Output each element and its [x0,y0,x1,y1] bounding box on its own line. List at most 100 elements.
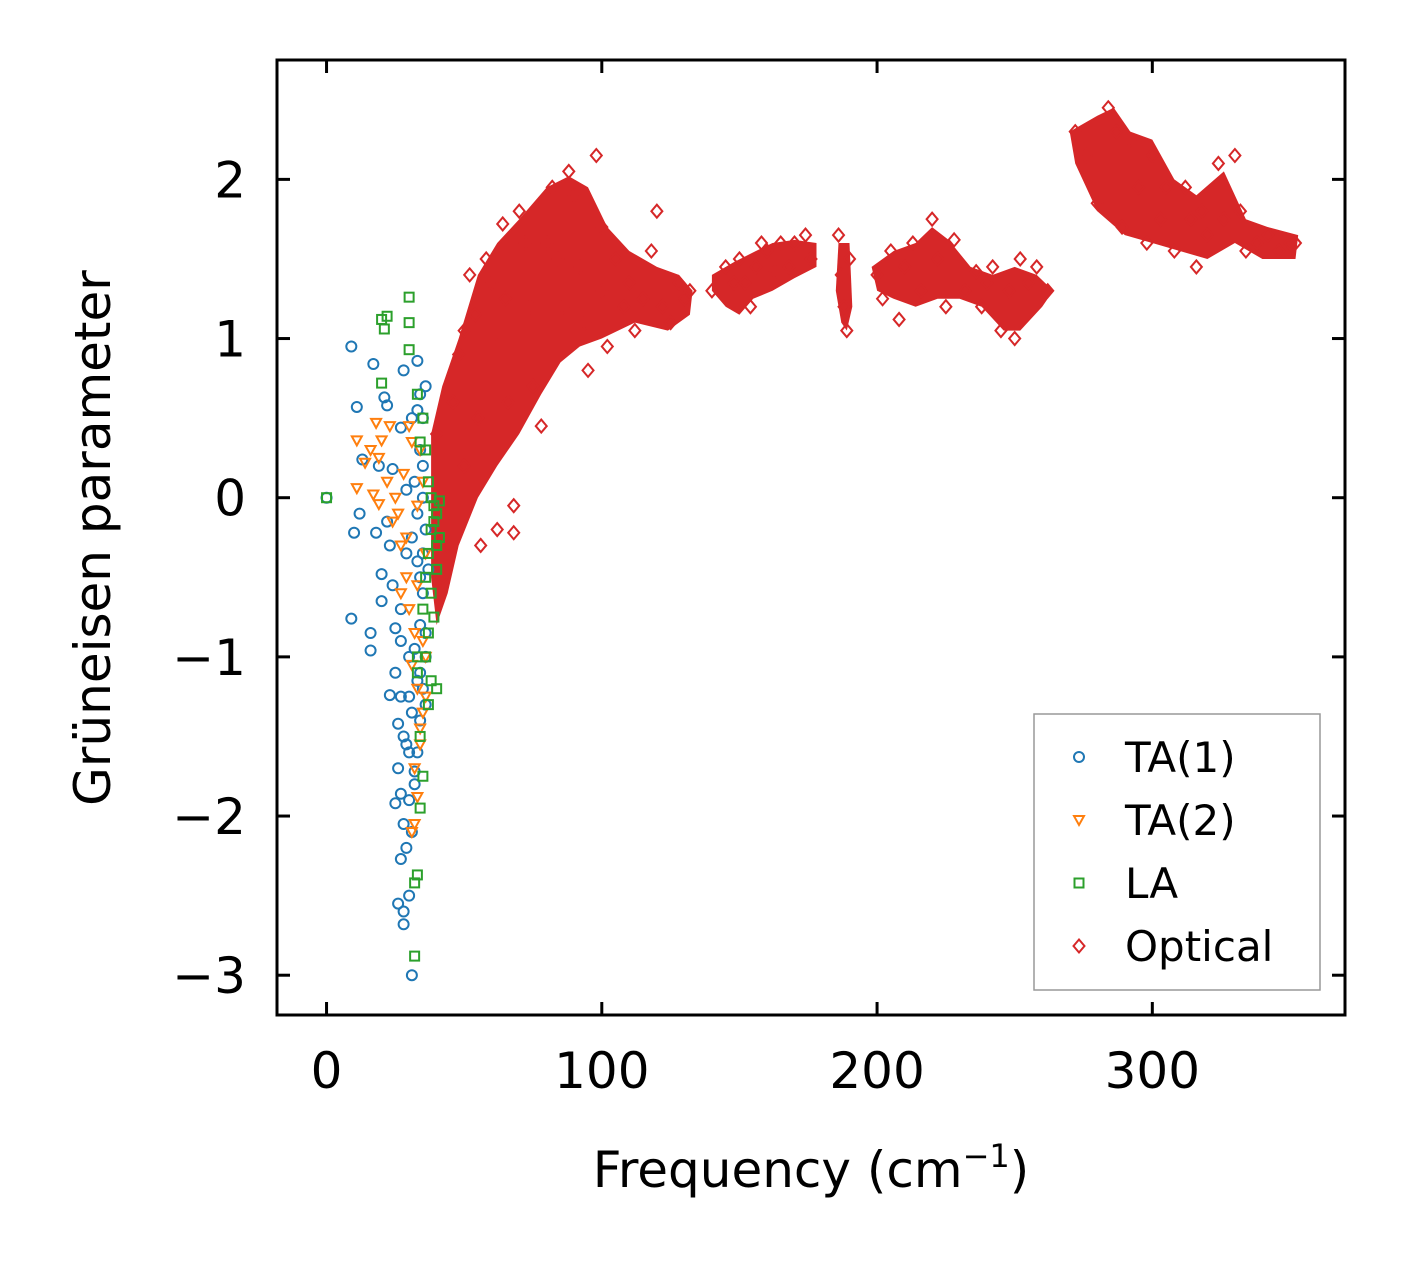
ta-2-point [399,572,414,585]
optical-point [842,250,857,268]
optical-point [435,569,449,586]
la-point [428,516,440,528]
optical-point [572,258,587,275]
optical-point [506,524,521,541]
ta-1-point [348,526,361,539]
ta-2-point [416,635,430,649]
ta-2-point [410,791,425,805]
ta-1-point [350,400,363,413]
optical-point [471,410,485,427]
ta-2-point [394,540,408,553]
optical-point [440,537,455,554]
la-point [414,730,426,742]
optical-point [581,362,595,379]
optical-point [1007,330,1022,347]
optical-point [589,147,604,164]
y-tick-label: −1 [172,629,246,687]
optical-point [980,274,994,291]
optical-point [539,234,554,252]
optical-point [550,250,565,268]
ta-1-point [397,818,410,830]
ta-1-point [397,730,410,743]
optical-point [672,274,686,291]
ta-1-point [411,404,424,417]
la-point [378,323,390,335]
optical-point [1178,179,1193,196]
la-point [411,667,423,679]
ta-1-point [392,762,405,775]
la-point [321,492,333,504]
x-tick-label: 200 [829,1042,924,1100]
ta-2-point [388,492,403,505]
la-point [431,508,443,520]
optical-point [1189,258,1204,275]
optical-point [1250,234,1264,252]
optical-point [1211,155,1226,172]
ta-2-point [394,588,408,601]
optical-region-4 [1069,107,1299,259]
ta-1-point [411,354,424,367]
optical-point [985,258,1000,275]
ta-2-point [418,691,433,704]
ta-1-point [419,523,432,536]
ta-2-point [366,489,381,502]
optical-point [429,425,444,443]
legend-label: LA [1125,859,1178,908]
ta-2-point [391,508,405,521]
optical-point [490,338,505,355]
optical-point [1115,219,1129,236]
la-point [411,388,423,400]
ta-2-point [383,421,397,434]
la-point [411,869,423,881]
optical-point [594,219,609,236]
la-point [422,476,434,488]
legend-label: TA(1) [1124,733,1236,782]
ta-2-point [405,659,419,672]
la-point [433,532,445,543]
ta-1-point [392,717,405,730]
ta-1-point [416,459,429,472]
optical-region-1 [711,239,817,315]
la-point [417,412,429,424]
optical-point [798,227,813,244]
optical-point [892,311,906,328]
optical-point [1068,123,1083,140]
ta-1-point [414,714,427,727]
ta-2-point [410,683,425,696]
optical-point [1013,250,1028,268]
optical-point [1090,195,1105,212]
optical-point [451,346,466,363]
ta-1-point [389,666,402,679]
optical-point [617,298,631,315]
y-tick-label: −2 [172,788,246,846]
optical-point [1021,274,1036,291]
optical-point [517,234,532,252]
optical-point [526,378,540,395]
la-point [422,699,434,711]
ta-2-point [405,826,419,840]
optical-point [969,263,983,280]
optical-point [457,322,471,339]
optical-point [1101,99,1116,116]
ta-2-point [396,468,411,481]
optical-point [787,234,802,252]
optical-point [1029,258,1044,275]
optical-point [628,322,642,339]
la-point [403,291,415,303]
optical-point [1288,234,1303,252]
plot-frame [275,58,1347,1017]
ta-2-point [385,516,400,529]
optical-point [561,163,576,180]
ta-1-point [405,969,418,982]
ta-1-point [375,568,388,581]
ta-1-point [394,690,407,703]
ta-2-point [410,580,425,593]
x-tick-label: 0 [311,1042,343,1100]
la-point [420,571,432,583]
la-point [431,563,443,575]
optical-point [479,250,494,268]
optical-point [839,322,854,339]
optical-point [600,338,615,355]
optical-point [994,322,1008,339]
